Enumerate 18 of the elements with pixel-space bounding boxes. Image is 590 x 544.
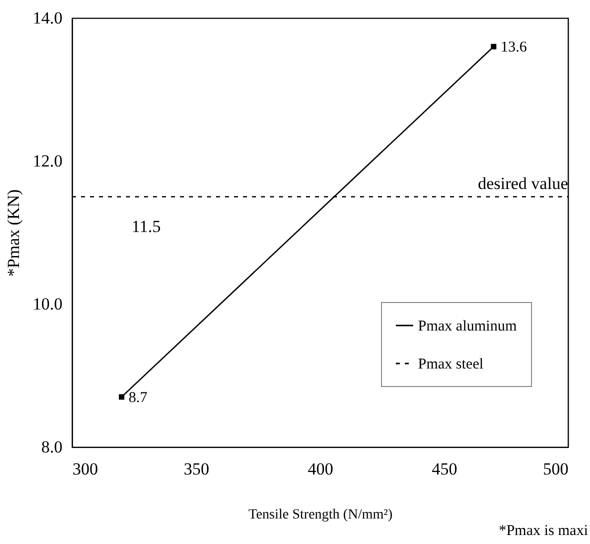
data-label: 13.6 — [500, 40, 528, 56]
y-tick-label: 10.0 — [32, 294, 62, 314]
text: *Pmax is maxi — [498, 523, 588, 539]
legend-label: Pmax aluminum — [418, 318, 518, 334]
x-axis-title: Tensile Strength (N/mm²) — [248, 508, 393, 522]
x-tick-label: 350 — [184, 460, 210, 478]
x-tick-label: 400 — [308, 460, 334, 478]
data-label: 8.7 — [128, 390, 148, 406]
y-axis-title: *Pmax (KN) — [4, 189, 23, 277]
annotation: desired value — [478, 174, 568, 193]
legend-label: Pmax steel — [418, 356, 484, 372]
x-tick-label: 450 — [432, 460, 458, 478]
annotation: 11.5 — [132, 216, 161, 236]
y-tick-label: 8.0 — [41, 438, 62, 456]
y-tick-label: 14.0 — [32, 8, 62, 28]
y-tick-label: 12.0 — [32, 152, 62, 170]
x-tick-label: 500 — [543, 460, 568, 478]
x-tick-label: 300 — [72, 460, 98, 478]
